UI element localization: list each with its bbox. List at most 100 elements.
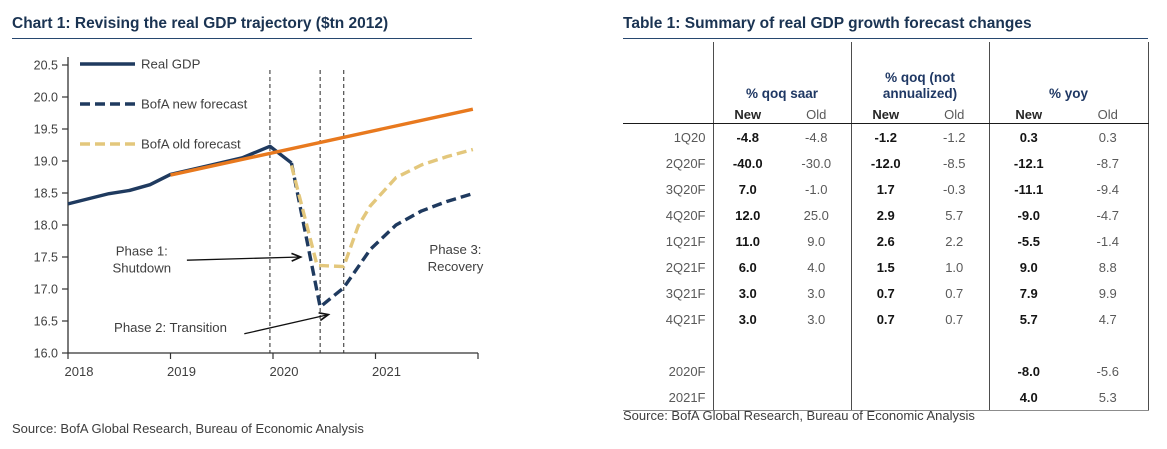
table-cell bbox=[920, 384, 989, 411]
table-cell bbox=[920, 358, 989, 384]
table-cell: -1.0 bbox=[805, 181, 828, 197]
subheader-old: Old bbox=[782, 105, 851, 124]
table-cell: 4.0 bbox=[807, 259, 826, 275]
table-cell: -40.0 bbox=[712, 150, 782, 176]
forecast-table-body: 1Q20 -4.8 -4.8 -1.2 -1.2 0.3 0.3 2Q20F -… bbox=[623, 123, 1149, 411]
table-cell bbox=[1068, 332, 1149, 358]
svg-text:BofA old forecast: BofA old forecast bbox=[141, 137, 241, 152]
table-cell: 1.5 bbox=[850, 254, 920, 280]
table-cell: -5.5 bbox=[988, 228, 1068, 254]
table-row: 3Q20F 7.0 -1.0 1.7 -0.3 -11.1 -9.4 bbox=[623, 176, 1149, 202]
table-cell: 2.6 bbox=[850, 228, 920, 254]
subheader-new: New bbox=[712, 105, 782, 124]
svg-text:17.0: 17.0 bbox=[34, 283, 58, 297]
svg-text:20.0: 20.0 bbox=[34, 91, 58, 105]
row-label: 1Q21F bbox=[665, 233, 706, 249]
table-cell: 0.7 bbox=[850, 280, 920, 306]
col-group-qoq-saar: % qoq saar bbox=[712, 42, 851, 105]
table-row: 1Q20 -4.8 -4.8 -1.2 -1.2 0.3 0.3 bbox=[623, 123, 1149, 150]
table-row: 4Q21F 3.0 3.0 0.7 0.7 5.7 4.7 bbox=[623, 306, 1149, 332]
table-cell: -11.1 bbox=[988, 176, 1068, 202]
table-cell: 5.7 bbox=[988, 306, 1068, 332]
chart-title: Chart 1: Revising the real GDP trajector… bbox=[12, 8, 472, 39]
row-label: 3Q20F bbox=[665, 181, 706, 197]
table-cell bbox=[712, 358, 782, 384]
svg-text:Phase 2: Transition: Phase 2: Transition bbox=[114, 320, 227, 335]
table-row: 1Q21F 11.0 9.0 2.6 2.2 -5.5 -1.4 bbox=[623, 228, 1149, 254]
row-label: 2Q20F bbox=[665, 155, 706, 171]
subheader-row: New Old New Old New Old bbox=[623, 105, 1149, 124]
table-cell: -4.7 bbox=[1068, 202, 1149, 228]
chart-source: Source: BofA Global Research, Bureau of … bbox=[12, 421, 364, 436]
subheader-old: Old bbox=[1068, 105, 1149, 124]
group-header-row: % qoq saar % qoq (not annualized) % yoy bbox=[623, 42, 1149, 105]
row-label: 4Q21F bbox=[665, 311, 706, 327]
table-cell bbox=[782, 332, 851, 358]
table-row: 2Q21F 6.0 4.0 1.5 1.0 9.0 8.8 bbox=[623, 254, 1149, 280]
table-cell: -12.0 bbox=[850, 150, 920, 176]
table-cell: 11.0 bbox=[712, 228, 782, 254]
svg-text:2020: 2020 bbox=[270, 364, 299, 379]
svg-text:20.5: 20.5 bbox=[34, 59, 58, 73]
svg-text:BofA new forecast: BofA new forecast bbox=[141, 97, 248, 112]
corner-cell bbox=[623, 105, 713, 124]
table-cell: 9.9 bbox=[1068, 280, 1149, 306]
subheader-new: New bbox=[988, 105, 1068, 124]
table-cell bbox=[712, 384, 782, 411]
table-cell: 0.7 bbox=[945, 285, 964, 301]
row-label: 4Q20F bbox=[665, 207, 706, 223]
table-cell: 3.0 bbox=[807, 285, 826, 301]
table-panel: Table 1: Summary of real GDP growth fore… bbox=[623, 8, 1149, 423]
svg-text:17.5: 17.5 bbox=[34, 251, 58, 265]
table-row: 2Q20F -40.0 -30.0 -12.0 -8.5 -12.1 -8.7 bbox=[623, 150, 1149, 176]
table-cell: 7.9 bbox=[988, 280, 1068, 306]
table-cell: -0.3 bbox=[943, 181, 966, 197]
gdp-line-chart: 16.0 16.5 17.0 17.5 18.0 18.5 19.0 19.5 20.0 20.5… bbox=[34, 57, 484, 380]
table-cell: 5.7 bbox=[945, 207, 964, 223]
svg-text:16.5: 16.5 bbox=[34, 315, 58, 329]
svg-text:2021: 2021 bbox=[372, 364, 401, 379]
table-cell bbox=[782, 384, 851, 411]
table-cell: 2.9 bbox=[850, 202, 920, 228]
svg-text:Phase 3:Recovery: Phase 3: Recovery bbox=[428, 242, 484, 274]
table-cell: -8.5 bbox=[943, 155, 966, 171]
svg-text:16.0: 16.0 bbox=[34, 347, 58, 361]
table-cell: 4.7 bbox=[1068, 306, 1149, 332]
table-cell: 3.0 bbox=[712, 306, 782, 332]
subheader-old: Old bbox=[920, 105, 989, 124]
table-cell: 3.0 bbox=[712, 280, 782, 306]
table-cell: -4.8 bbox=[805, 129, 828, 145]
svg-text:Phase 1:Shutdown: Phase 1: Shutdown bbox=[112, 244, 171, 276]
table-cell: 25.0 bbox=[803, 207, 829, 223]
table-cell: 12.0 bbox=[712, 202, 782, 228]
subheader-new: New bbox=[850, 105, 920, 124]
table-cell bbox=[920, 332, 989, 358]
table-cell: -9.0 bbox=[988, 202, 1068, 228]
table-cell bbox=[988, 332, 1068, 358]
chart-panel: Chart 1: Revising the real GDP trajector… bbox=[12, 8, 592, 436]
table-cell: 1.7 bbox=[850, 176, 920, 202]
table-cell: 5.3 bbox=[1068, 384, 1149, 411]
col-group-yoy: % yoy bbox=[988, 42, 1149, 105]
table-cell: -30.0 bbox=[801, 155, 832, 171]
table-cell: -12.1 bbox=[988, 150, 1068, 176]
col-group-qoq-not-annualized: % qoq (not annualized) bbox=[850, 42, 989, 105]
table-title: Table 1: Summary of real GDP growth fore… bbox=[623, 8, 1148, 39]
table-cell bbox=[850, 358, 920, 384]
corner-cell bbox=[623, 42, 713, 105]
table-row: 3Q21F 3.0 3.0 0.7 0.7 7.9 9.9 bbox=[623, 280, 1149, 306]
svg-text:18.0: 18.0 bbox=[34, 219, 58, 233]
row-label: 1Q20 bbox=[673, 129, 706, 145]
table-cell: 7.0 bbox=[712, 176, 782, 202]
svg-text:2019: 2019 bbox=[167, 364, 196, 379]
svg-text:19.0: 19.0 bbox=[34, 155, 58, 169]
table-cell: -1.4 bbox=[1068, 228, 1149, 254]
forecast-table: % qoq saar % qoq (not annualized) % yoy … bbox=[623, 42, 1149, 411]
table-source: Source: BofA Global Research, Bureau of … bbox=[623, 408, 975, 423]
table-cell: 9.0 bbox=[988, 254, 1068, 280]
chart-plot-area: 16.0 16.5 17.0 17.5 18.0 18.5 19.0 19.5 20.0 20.5… bbox=[34, 57, 484, 380]
svg-text:2018: 2018 bbox=[65, 364, 94, 379]
row-label: 3Q21F bbox=[665, 285, 706, 301]
table-cell: 1.0 bbox=[945, 259, 964, 275]
